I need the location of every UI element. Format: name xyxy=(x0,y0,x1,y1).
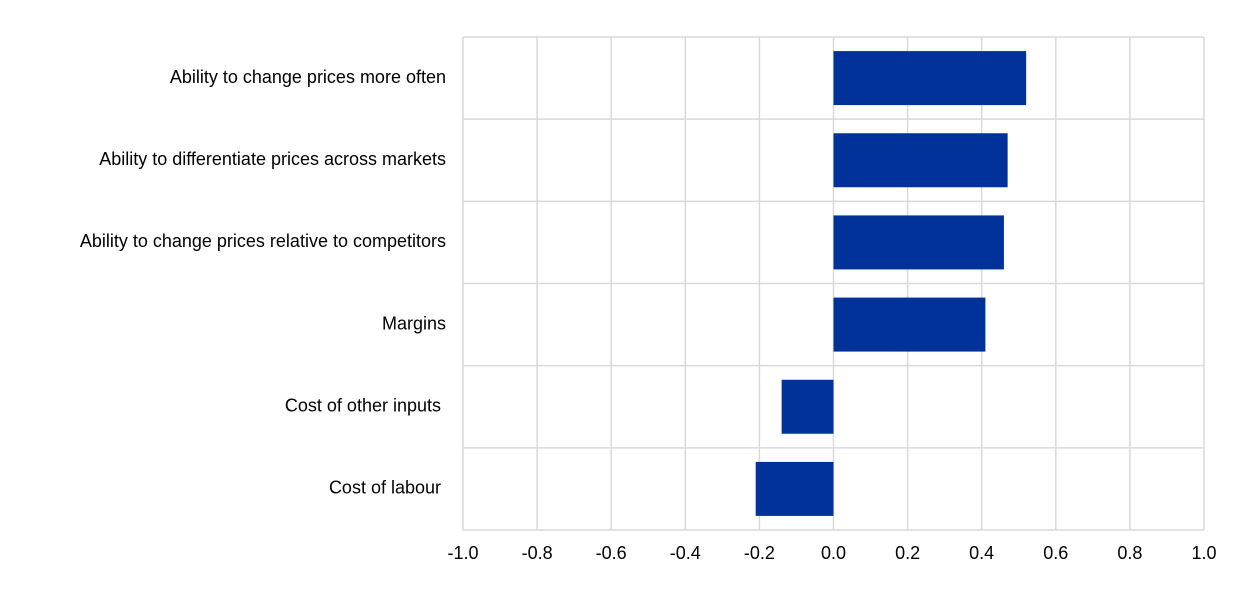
bar xyxy=(833,297,986,352)
bar xyxy=(755,461,834,516)
x-tick-label: -0.2 xyxy=(744,543,775,563)
y-tick-label: Cost of labour xyxy=(329,478,446,498)
x-tick-label: -0.6 xyxy=(596,543,627,563)
bar xyxy=(833,215,1004,270)
x-tick-label: 0.0 xyxy=(821,543,846,563)
y-tick-label: Ability to change prices relative to com… xyxy=(80,231,446,251)
y-tick-label: Ability to differentiate prices across m… xyxy=(99,149,446,169)
x-tick-label: 0.2 xyxy=(895,543,920,563)
x-tick-label: 1.0 xyxy=(1191,543,1216,563)
x-tick-label: 0.6 xyxy=(1043,543,1068,563)
y-tick-label: Ability to change prices more often xyxy=(170,67,446,87)
x-tick-label: 0.8 xyxy=(1117,543,1142,563)
bar xyxy=(833,51,1027,106)
bar xyxy=(781,379,834,434)
y-tick-label: Margins xyxy=(382,313,446,333)
bar xyxy=(833,133,1008,188)
x-tick-label: -1.0 xyxy=(447,543,478,563)
x-tick-label: -0.4 xyxy=(670,543,701,563)
x-tick-label: -0.8 xyxy=(522,543,553,563)
x-tick-label: 0.4 xyxy=(969,543,994,563)
y-tick-label: Cost of other inputs xyxy=(285,396,446,416)
